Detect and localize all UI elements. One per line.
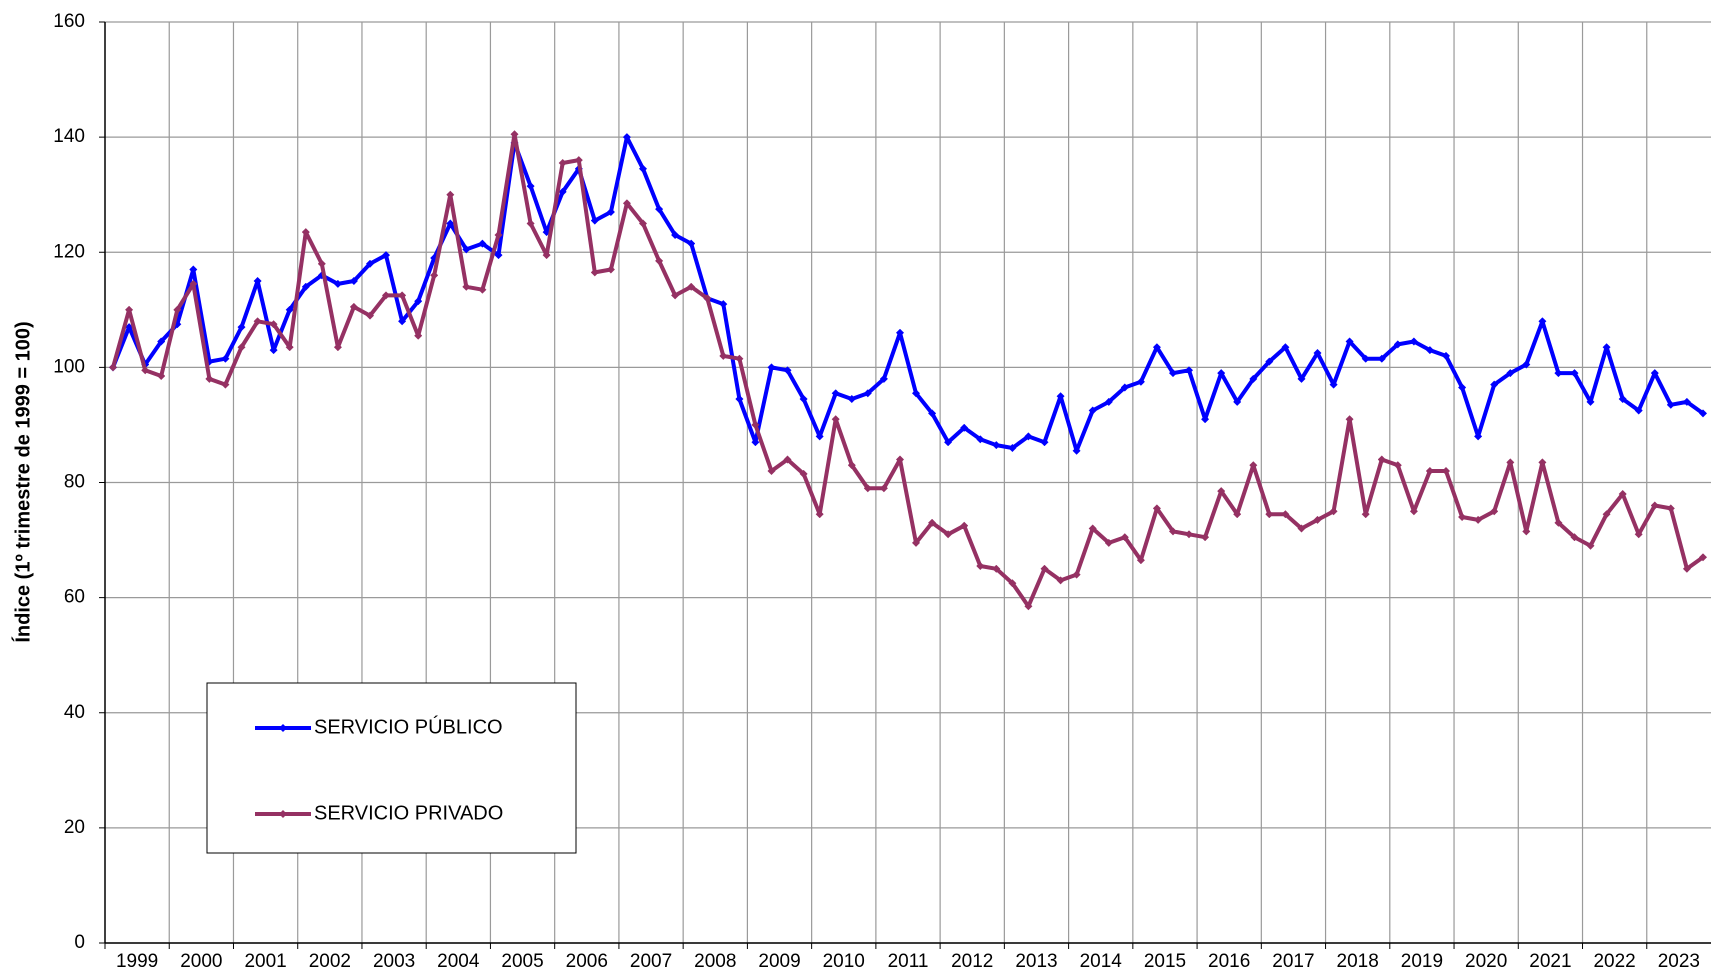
legend-marker [279, 724, 287, 732]
legend-box [206, 682, 577, 854]
y-tick-label: 120 [53, 241, 85, 262]
y-tick-label: 80 [64, 472, 85, 493]
x-tick-label: 2023 [1658, 951, 1700, 972]
x-tick-label: 2021 [1529, 951, 1571, 972]
x-tick-label: 1999 [116, 951, 158, 972]
y-tick-label: 160 [53, 11, 85, 32]
x-tick-label: 2017 [1272, 951, 1314, 972]
y-tick-label: 100 [53, 356, 85, 377]
x-tick-label: 2022 [1593, 951, 1635, 972]
y-tick-label: 60 [64, 587, 85, 608]
plot-area [109, 130, 1707, 611]
x-tick-label: 2020 [1465, 951, 1507, 972]
series-line [109, 130, 1707, 611]
y-tick-label: 20 [64, 817, 85, 838]
x-tick-label: 2006 [566, 951, 608, 972]
y-tick-label: 0 [74, 932, 85, 953]
legend-label: SERVICIO PRIVADO [314, 802, 503, 824]
y-axis-title: Índice (1º trimestre de 1999 = 100) [11, 321, 34, 642]
x-tick-label: 2007 [630, 951, 672, 972]
y-tick-label: 40 [64, 702, 85, 723]
x-tick-label: 2001 [244, 951, 286, 972]
legend-marker [279, 810, 287, 818]
x-tick-label: 2009 [758, 951, 800, 972]
y-tick-label: 140 [53, 126, 85, 147]
x-tick-label: 2004 [437, 951, 480, 972]
series-line [109, 133, 1707, 455]
x-tick-label: 2014 [1080, 951, 1123, 972]
x-tick-label: 2012 [951, 951, 993, 972]
x-tick-label: 2015 [1144, 951, 1186, 972]
x-tick-label: 2005 [501, 951, 543, 972]
x-tick-label: 2010 [823, 951, 865, 972]
x-tick-label: 2018 [1337, 951, 1379, 972]
x-tick-label: 2008 [694, 951, 736, 972]
x-tick-label: 2011 [888, 951, 929, 972]
x-tick-label: 2013 [1015, 951, 1057, 972]
x-tick-label: 2019 [1401, 951, 1443, 972]
x-tick-label: 2003 [373, 951, 415, 972]
x-tick-label: 2002 [309, 951, 351, 972]
x-tick-label: 2016 [1208, 951, 1250, 972]
legend-label: SERVICIO PÚBLICO [314, 715, 503, 738]
x-tick-label: 2000 [180, 951, 222, 972]
